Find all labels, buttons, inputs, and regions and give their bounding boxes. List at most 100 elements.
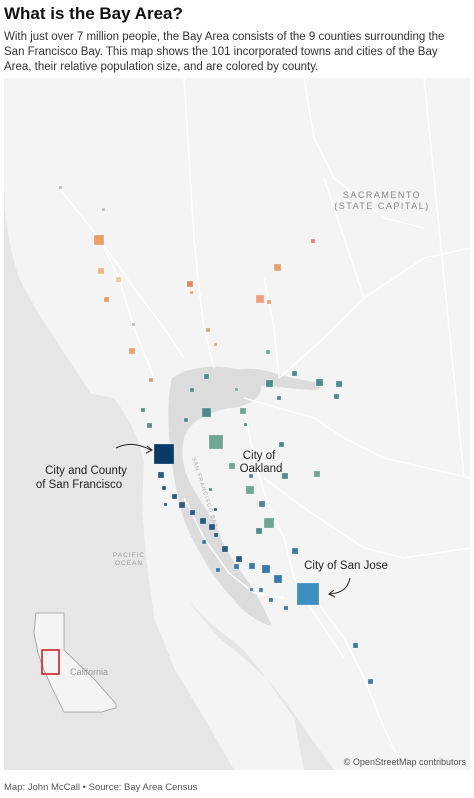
city-square[interactable] — [58, 185, 63, 190]
city-square[interactable] — [208, 523, 216, 531]
city-square[interactable] — [333, 393, 340, 400]
sf-annotation-line2: of San Francisco — [36, 479, 122, 491]
city-square[interactable] — [205, 327, 211, 333]
city-square[interactable] — [189, 387, 195, 393]
city-square[interactable] — [189, 509, 196, 516]
city-square[interactable] — [243, 422, 248, 427]
sf-bay — [168, 366, 272, 626]
city-square[interactable] — [313, 470, 321, 478]
city-square[interactable] — [258, 587, 264, 593]
city-square[interactable] — [201, 539, 207, 545]
city-square[interactable] — [199, 517, 207, 525]
oakland-annotation-line1: City of — [243, 450, 276, 462]
city-square[interactable] — [296, 582, 320, 606]
city-square[interactable] — [265, 349, 271, 355]
city-square[interactable] — [208, 434, 224, 450]
city-square[interactable] — [161, 485, 167, 491]
city-square[interactable] — [291, 547, 299, 555]
city-square[interactable] — [101, 207, 106, 212]
roads — [58, 78, 470, 770]
city-square[interactable] — [315, 378, 324, 387]
city-square[interactable] — [273, 574, 283, 584]
city-square[interactable] — [146, 422, 153, 429]
osm-attribution: © OpenStreetMap contributors — [343, 757, 466, 767]
city-square[interactable] — [131, 322, 136, 327]
city-square[interactable] — [367, 678, 374, 685]
city-square[interactable] — [255, 294, 265, 304]
city-square[interactable] — [203, 373, 210, 380]
land-mass — [4, 78, 470, 770]
city-square[interactable] — [215, 567, 221, 573]
city-square[interactable] — [201, 407, 212, 418]
city-square[interactable] — [208, 487, 213, 492]
city-square[interactable] — [157, 471, 165, 479]
san-jose-annotation: City of San Jose — [304, 560, 388, 572]
ocean-label: OCEAN — [115, 560, 143, 567]
city-square[interactable] — [97, 267, 105, 275]
city-square[interactable] — [234, 387, 239, 392]
city-square[interactable] — [281, 472, 289, 480]
city-square[interactable] — [248, 562, 256, 570]
city-square[interactable] — [186, 280, 194, 288]
city-squares — [58, 185, 374, 685]
page-subtitle: With just over 7 million people, the Bay… — [4, 31, 445, 73]
page-title: What is the Bay Area? — [4, 4, 183, 23]
pacific-label: PACIFIC — [113, 552, 145, 559]
city-square[interactable] — [239, 407, 247, 415]
california-label: California — [70, 667, 108, 677]
sf-annotation-line1: City and County — [45, 465, 127, 477]
city-square[interactable] — [249, 587, 254, 592]
city-square[interactable] — [261, 564, 271, 574]
san-jose-annotation-arrowhead — [328, 589, 336, 598]
credit-line: Map: John McCall • Source: Bay Area Cens… — [4, 782, 198, 793]
bay-area-map[interactable]: SACRAMENTO (STATE CAPITAL) PACIFIC OCEAN… — [4, 78, 470, 770]
city-square[interactable] — [213, 342, 218, 347]
city-square[interactable] — [268, 597, 274, 603]
city-square[interactable] — [278, 441, 285, 448]
san-jose-annotation-arrow — [329, 577, 351, 595]
city-square[interactable] — [283, 605, 289, 611]
city-square[interactable] — [258, 500, 266, 508]
peninsula — [142, 458, 304, 770]
sacramento-label: SACRAMENTO — [343, 190, 421, 200]
city-square[interactable] — [335, 380, 343, 388]
city-square[interactable] — [128, 347, 136, 355]
sf-annotation-arrow — [115, 443, 152, 451]
sf-annotation-arrowhead — [145, 445, 153, 454]
city-square[interactable] — [266, 299, 272, 305]
state-capital-label: (STATE CAPITAL) — [334, 201, 430, 211]
city-square[interactable] — [189, 290, 194, 295]
city-square[interactable] — [276, 395, 282, 401]
city-square[interactable] — [248, 473, 254, 479]
city-square[interactable] — [178, 501, 186, 509]
inset-highlight-box — [41, 649, 60, 675]
city-square[interactable] — [310, 238, 316, 244]
city-square[interactable] — [148, 377, 154, 383]
city-square[interactable] — [103, 296, 110, 303]
city-square[interactable] — [255, 527, 263, 535]
city-square[interactable] — [291, 370, 298, 377]
map-svg: SACRAMENTO (STATE CAPITAL) PACIFIC OCEAN… — [4, 78, 470, 770]
city-square[interactable] — [153, 443, 175, 465]
city-square[interactable] — [221, 545, 229, 553]
city-square[interactable] — [183, 417, 189, 423]
city-square[interactable] — [352, 642, 359, 649]
suisun-bay — [209, 368, 319, 390]
california-inset: California — [33, 612, 117, 713]
city-square[interactable] — [213, 507, 218, 512]
city-square[interactable] — [265, 379, 274, 388]
city-square[interactable] — [115, 276, 122, 283]
city-square[interactable] — [233, 563, 240, 570]
city-square[interactable] — [235, 555, 243, 563]
california-outline — [33, 612, 117, 713]
city-square[interactable] — [273, 263, 282, 272]
oakland-annotation-line2: Oakland — [240, 463, 283, 475]
city-square[interactable] — [163, 502, 168, 507]
city-square[interactable] — [213, 532, 219, 538]
city-square[interactable] — [171, 493, 178, 500]
city-square[interactable] — [228, 462, 236, 470]
city-square[interactable] — [140, 407, 146, 413]
city-square[interactable] — [245, 485, 255, 495]
city-square[interactable] — [263, 517, 275, 529]
city-square[interactable] — [93, 234, 105, 246]
